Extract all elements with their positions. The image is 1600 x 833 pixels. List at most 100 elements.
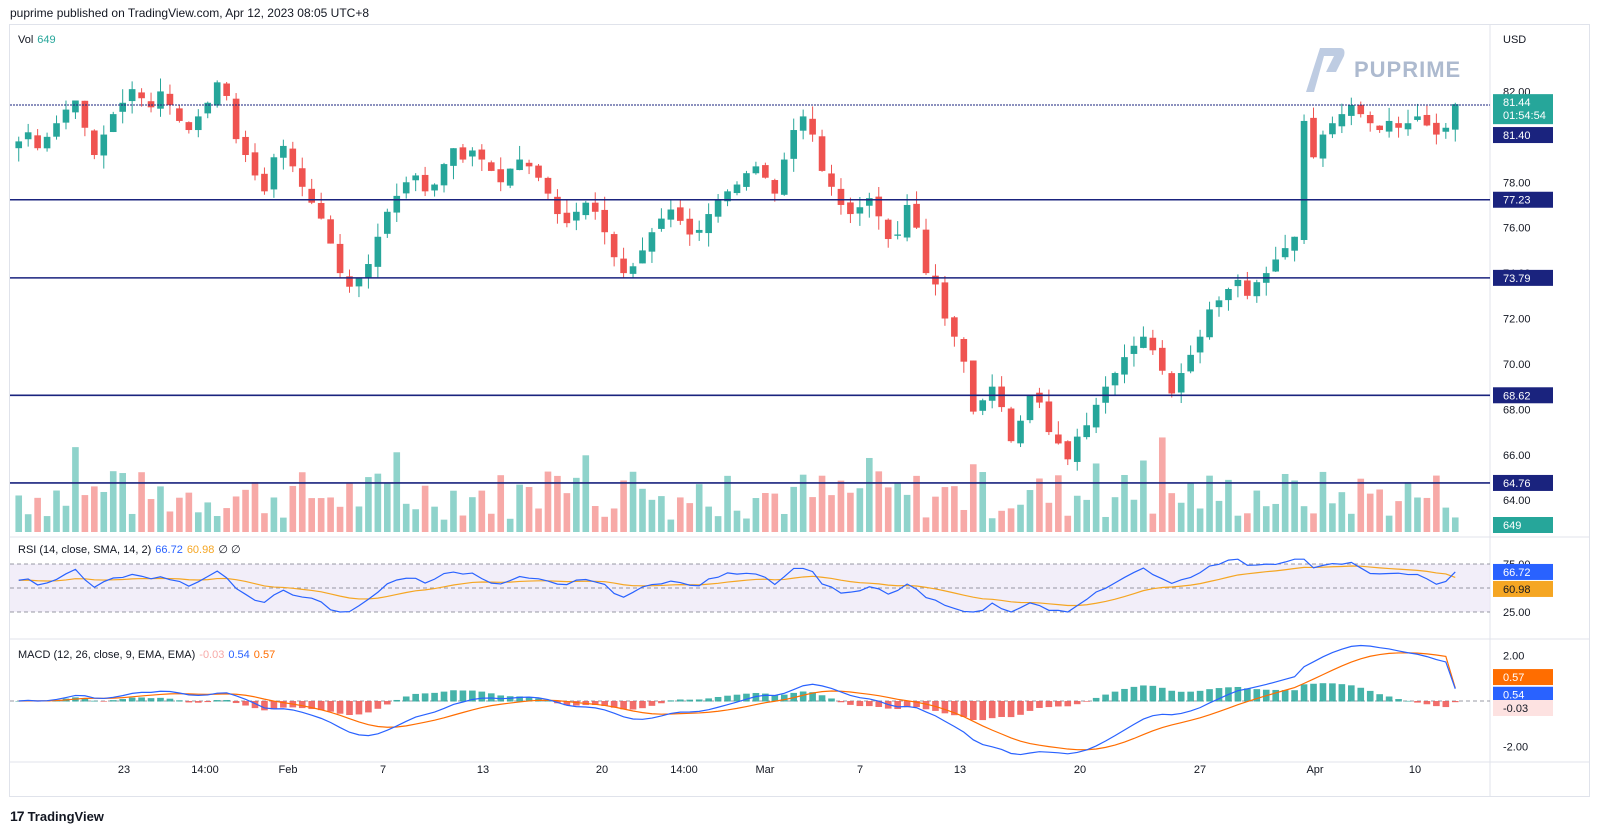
macd-histogram-bar <box>610 701 618 708</box>
candle-body <box>24 132 32 140</box>
candle-body <box>1281 248 1289 258</box>
macd-histogram-bar <box>194 701 202 703</box>
volume-bar <box>62 505 70 532</box>
candle-body <box>554 196 561 215</box>
macd-histogram-bar <box>1045 701 1053 708</box>
macd-histogram-bar <box>676 699 684 702</box>
volume-bar <box>573 477 580 532</box>
volume-bar <box>497 475 505 532</box>
macd-histogram-bar <box>1036 701 1043 708</box>
candle-body <box>1366 115 1374 124</box>
macd-histogram-bar <box>960 701 968 717</box>
candle-body <box>1168 373 1176 394</box>
macd-histogram-bar <box>138 697 145 702</box>
candle-body <box>204 102 212 114</box>
rsi-tag: 66.72 <box>1503 567 1531 579</box>
macd-histogram-bar <box>1140 685 1147 702</box>
volume-bar <box>128 513 136 532</box>
volume-bar <box>100 491 108 532</box>
volume-bar <box>317 498 325 532</box>
candle-body <box>1319 134 1327 159</box>
candle-body <box>1423 114 1431 126</box>
candle-body <box>1310 117 1317 158</box>
macd-histogram-bar <box>1395 699 1402 702</box>
macd-tick-label: -2.00 <box>1503 741 1528 753</box>
macd-histogram-bar <box>1272 689 1280 702</box>
candle-body <box>828 173 835 187</box>
macd-histogram-bar <box>875 701 883 707</box>
candle-body <box>469 150 476 157</box>
volume-bar <box>875 471 883 532</box>
rsi-value: 66.72 <box>155 544 183 556</box>
candle-body <box>790 130 798 159</box>
volume-bar <box>440 519 448 532</box>
candle-body <box>988 386 996 401</box>
macd-histogram-bar <box>280 701 287 708</box>
macd-histogram-bar <box>374 701 382 709</box>
watermark-text: PUPRIME <box>1354 57 1462 82</box>
volume-bar <box>979 472 987 532</box>
candle-body <box>780 159 788 195</box>
macd-histogram-bar <box>402 696 410 702</box>
volume-bar <box>743 518 750 532</box>
volume-bar <box>535 508 542 532</box>
macd-histogram-bar <box>298 701 306 709</box>
rsi-sma-tag: 60.98 <box>1503 584 1531 596</box>
volume-bar <box>847 492 854 532</box>
candle-body <box>270 157 278 190</box>
macd-histogram-bar <box>1451 701 1459 703</box>
macd-histogram-bar <box>563 701 571 706</box>
candle-body <box>176 108 183 121</box>
candle-body <box>412 175 419 181</box>
volume-bar <box>1385 515 1393 532</box>
macd-histogram-bar <box>743 693 750 702</box>
tradingview-footer[interactable]: 17 TradingView <box>10 808 104 824</box>
volume-bar <box>147 499 155 532</box>
macd-histogram-bar <box>1130 686 1138 702</box>
candle-body <box>34 135 41 149</box>
candle-body <box>440 164 448 186</box>
candle-body <box>1329 123 1336 135</box>
volume-bar <box>525 486 533 532</box>
macd-histogram-bar <box>1177 691 1185 702</box>
macd-histogram-bar <box>1319 683 1327 702</box>
candle-body <box>157 91 164 109</box>
volume-bar <box>1319 471 1327 532</box>
volume-bar <box>828 495 835 532</box>
macd-histogram-bar <box>128 697 136 702</box>
macd-histogram-bar <box>591 701 599 706</box>
macd-histogram-bar <box>818 695 826 702</box>
macd-histogram-bar <box>1291 690 1298 702</box>
candle-body <box>752 166 760 174</box>
macd-histogram-bar <box>629 701 637 710</box>
candle-body <box>365 264 372 279</box>
volume-bar <box>506 518 514 532</box>
candle-body <box>1196 336 1204 353</box>
macd-histogram-bar <box>762 693 769 702</box>
macd-hist-tag-bg <box>1493 700 1553 716</box>
volume-bar <box>298 472 306 532</box>
volume-bar <box>1338 492 1346 532</box>
volume-bar <box>1064 515 1072 532</box>
candle-body <box>922 229 930 274</box>
candle-body <box>648 232 656 252</box>
x-axis-label: 20 <box>596 764 608 776</box>
volume-bar <box>582 455 590 532</box>
volume-bar <box>194 512 202 532</box>
candle-body <box>1036 392 1043 403</box>
candle-body <box>242 136 249 156</box>
macd-histogram-bar <box>327 701 334 712</box>
volume-tag: 649 <box>1503 520 1521 532</box>
macd-histogram-bar <box>1357 687 1365 702</box>
macd-histogram-bar <box>450 690 457 702</box>
chart-frame[interactable] <box>9 24 1590 797</box>
candle-body <box>837 188 845 205</box>
volume-bar <box>251 482 259 532</box>
macd-tick-label: 2.00 <box>1503 651 1524 663</box>
volume-bar <box>1158 437 1166 532</box>
candle-body <box>1234 279 1242 287</box>
volume-bar <box>402 503 410 532</box>
macd-histogram-bar <box>261 701 268 711</box>
volume-bar <box>818 475 826 532</box>
